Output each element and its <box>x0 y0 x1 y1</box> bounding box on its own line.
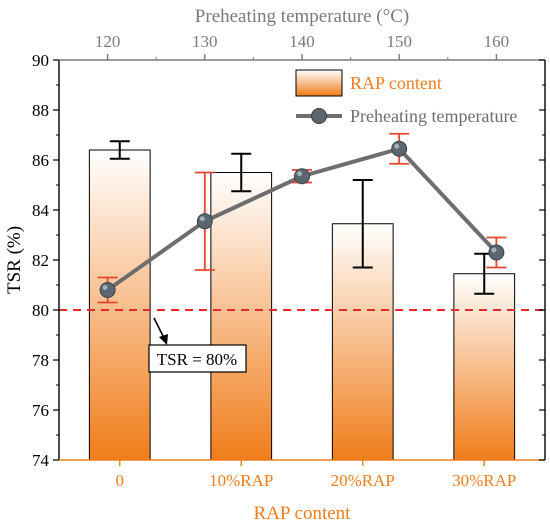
y-tick-label: 78 <box>32 351 49 370</box>
annotation-text: TSR = 80% <box>157 350 237 369</box>
point-highlight <box>394 143 400 149</box>
y-tick-label: 86 <box>32 151 49 170</box>
top-axis-title: Preheating temperature (°C) <box>195 6 409 27</box>
x-tick-label: 0 <box>116 471 125 490</box>
top-tick-label: 130 <box>192 32 218 51</box>
top-tick-label: 150 <box>386 32 412 51</box>
x-tick-label: 20%RAP <box>331 471 395 490</box>
bar-3 <box>453 273 516 461</box>
temperature-point-0 <box>99 282 116 298</box>
top-tick-label: 140 <box>289 32 315 51</box>
annotation-arrowhead <box>159 334 168 345</box>
point-highlight <box>297 171 302 177</box>
legend-swatch-bar <box>295 69 343 97</box>
top-tick-label: 160 <box>484 32 510 51</box>
legend: RAP content Preheating temperature <box>295 69 517 126</box>
y-tick-label: 74 <box>32 451 50 470</box>
point-highlight <box>102 285 108 290</box>
legend-swatch-marker <box>311 108 327 124</box>
y-tick-label: 82 <box>32 251 49 270</box>
temperature-point-1 <box>196 213 213 230</box>
bar-0 <box>88 149 151 461</box>
x-tick-label: 10%RAP <box>209 471 273 490</box>
bottom-axis-title: RAP content <box>254 503 352 524</box>
top-tick-label: 120 <box>95 32 121 51</box>
y-axis-title: TSR (%) <box>4 226 25 294</box>
point-highlight <box>491 247 497 253</box>
bar-1 <box>210 172 273 461</box>
temperature-point-4 <box>488 244 505 261</box>
legend-label-bar: RAP content <box>350 73 442 93</box>
y-tick-label: 84 <box>32 201 50 220</box>
y-tick-label: 90 <box>32 51 49 70</box>
temperature-point-3 <box>391 140 408 157</box>
y-tick-label: 76 <box>32 401 49 420</box>
annotation-box <box>148 344 247 373</box>
y-tick-label: 80 <box>32 301 49 320</box>
temperature-point-2 <box>294 168 310 185</box>
threshold-annotation: TSR = 80% <box>148 317 247 373</box>
legend-label-line: Preheating temperature <box>350 106 517 126</box>
x-tick-label: 30%RAP <box>452 471 516 490</box>
y-tick-label: 88 <box>32 101 49 120</box>
point-highlight <box>199 216 205 222</box>
